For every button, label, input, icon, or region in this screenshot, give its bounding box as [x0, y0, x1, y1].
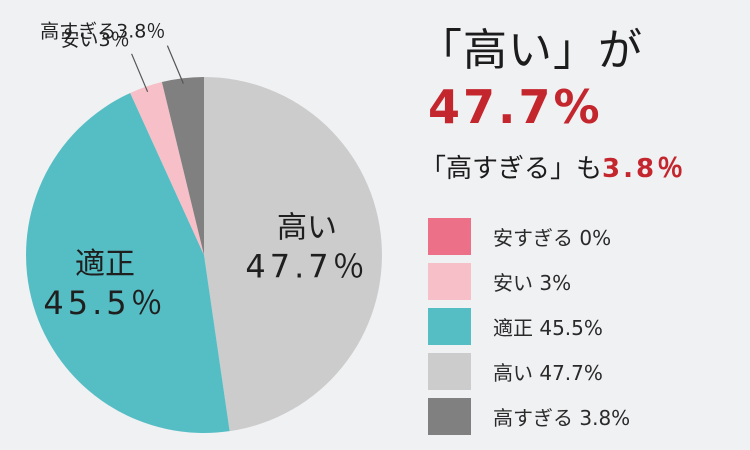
headline-percentage: 47.7%: [428, 80, 603, 134]
legend-item: 高すぎる 3.8%: [428, 398, 630, 435]
slice-label: 45.5％: [43, 284, 166, 322]
legend-swatch: [428, 353, 471, 390]
slice-label: 適正: [75, 247, 135, 282]
slice-label: 高い: [277, 211, 337, 246]
legend-swatch: [428, 263, 471, 300]
legend-label: 安すぎる 0%: [493, 226, 612, 250]
subline-text: 「高すぎる」も: [420, 154, 603, 184]
legend-label: 高い 47.7%: [493, 361, 603, 385]
pie-slice-3: [130, 82, 204, 255]
legend-item: 安い 3%: [428, 263, 630, 300]
legend-label: 高すぎる 3.8%: [493, 406, 631, 430]
slice-outside-label: 安い3％: [61, 29, 130, 51]
legend-item: 安すぎる 0%: [428, 218, 630, 255]
legend-item: 適正 45.5%: [428, 308, 630, 345]
legend-swatch: [428, 398, 471, 435]
leader-line: [166, 45, 184, 84]
pie-slice-4: [161, 77, 204, 255]
pie-slice-0: [204, 77, 382, 432]
headline: 「高い」が: [418, 25, 643, 76]
slice-outside-label: 高すぎる3.8％: [40, 21, 165, 43]
legend-label: 安い 3%: [493, 271, 572, 295]
legend-swatch: [428, 218, 471, 255]
legend: 安すぎる 0% 安い 3% 適正 45.5% 高い 47.7% 高すぎる 3.8…: [428, 218, 630, 443]
legend-item: 高い 47.7%: [428, 353, 630, 390]
legend-swatch: [428, 308, 471, 345]
slice-label: 47.7％: [245, 248, 368, 286]
leader-line: [131, 53, 149, 93]
subline: 「高すぎる」も3.8％: [420, 148, 686, 185]
legend-label: 適正 45.5%: [493, 316, 603, 340]
subline-percentage: 3.8％: [602, 154, 687, 184]
pie-slice-1: [26, 93, 230, 433]
